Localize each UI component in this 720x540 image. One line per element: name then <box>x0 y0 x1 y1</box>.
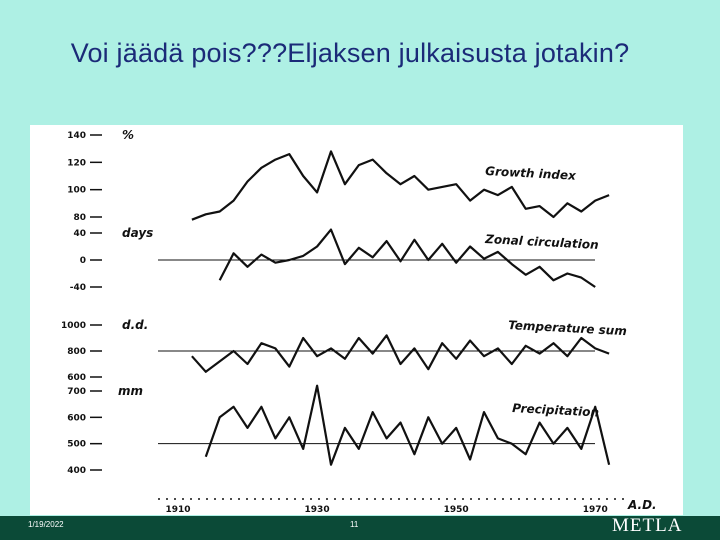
y-tick-label: 100 <box>67 186 86 196</box>
unit-label: mm <box>118 384 143 398</box>
metla-logo: METLA <box>612 515 683 536</box>
y-tick-label: 600 <box>67 413 86 423</box>
x-axis-label: A.D. <box>627 498 657 512</box>
y-tick-label: 40 <box>73 229 86 239</box>
y-tick-label: 80 <box>73 213 86 223</box>
series-line <box>218 228 596 288</box>
x-tick-label: 1970 <box>583 505 608 515</box>
y-tick-label: 120 <box>67 158 86 168</box>
subplot-label: Temperature sum <box>508 318 627 338</box>
y-tick-label: 700 <box>67 387 86 397</box>
y-tick-label: 500 <box>67 440 86 450</box>
x-tick-label: 1910 <box>165 505 190 515</box>
y-tick-label: 400 <box>67 466 86 476</box>
series-line <box>204 384 611 466</box>
subplot-label: Growth index <box>485 164 578 183</box>
subplot-label: Precipitation <box>512 401 600 420</box>
slide-title: Voi jäädä pois???Eljaksen julkaisusta jo… <box>70 38 630 68</box>
series-line <box>191 150 610 221</box>
scanned-figure: 140 120 100 80% Growth index 40 0 -40 days Zonal … <box>30 125 683 515</box>
y-tick-label: 600 <box>67 373 86 383</box>
y-tick-label: 140 <box>67 131 86 141</box>
y-tick-label: -40 <box>70 283 86 293</box>
unit-label: days <box>122 226 153 240</box>
footer-page-number: 11 <box>350 520 359 529</box>
x-tick-label: 1950 <box>444 505 469 515</box>
y-tick-label: 800 <box>67 347 86 357</box>
unit-label: % <box>122 128 134 142</box>
x-tick-label: 1930 <box>305 505 330 515</box>
footer-date: 1/19/2022 <box>28 520 64 529</box>
subplot-label: Zonal circulation <box>484 232 599 252</box>
series-line <box>191 334 610 373</box>
y-tick-label: 1000 <box>61 321 86 331</box>
footer-bar <box>0 516 720 540</box>
y-tick-label: 0 <box>80 256 86 266</box>
unit-label: d.d. <box>122 318 148 332</box>
